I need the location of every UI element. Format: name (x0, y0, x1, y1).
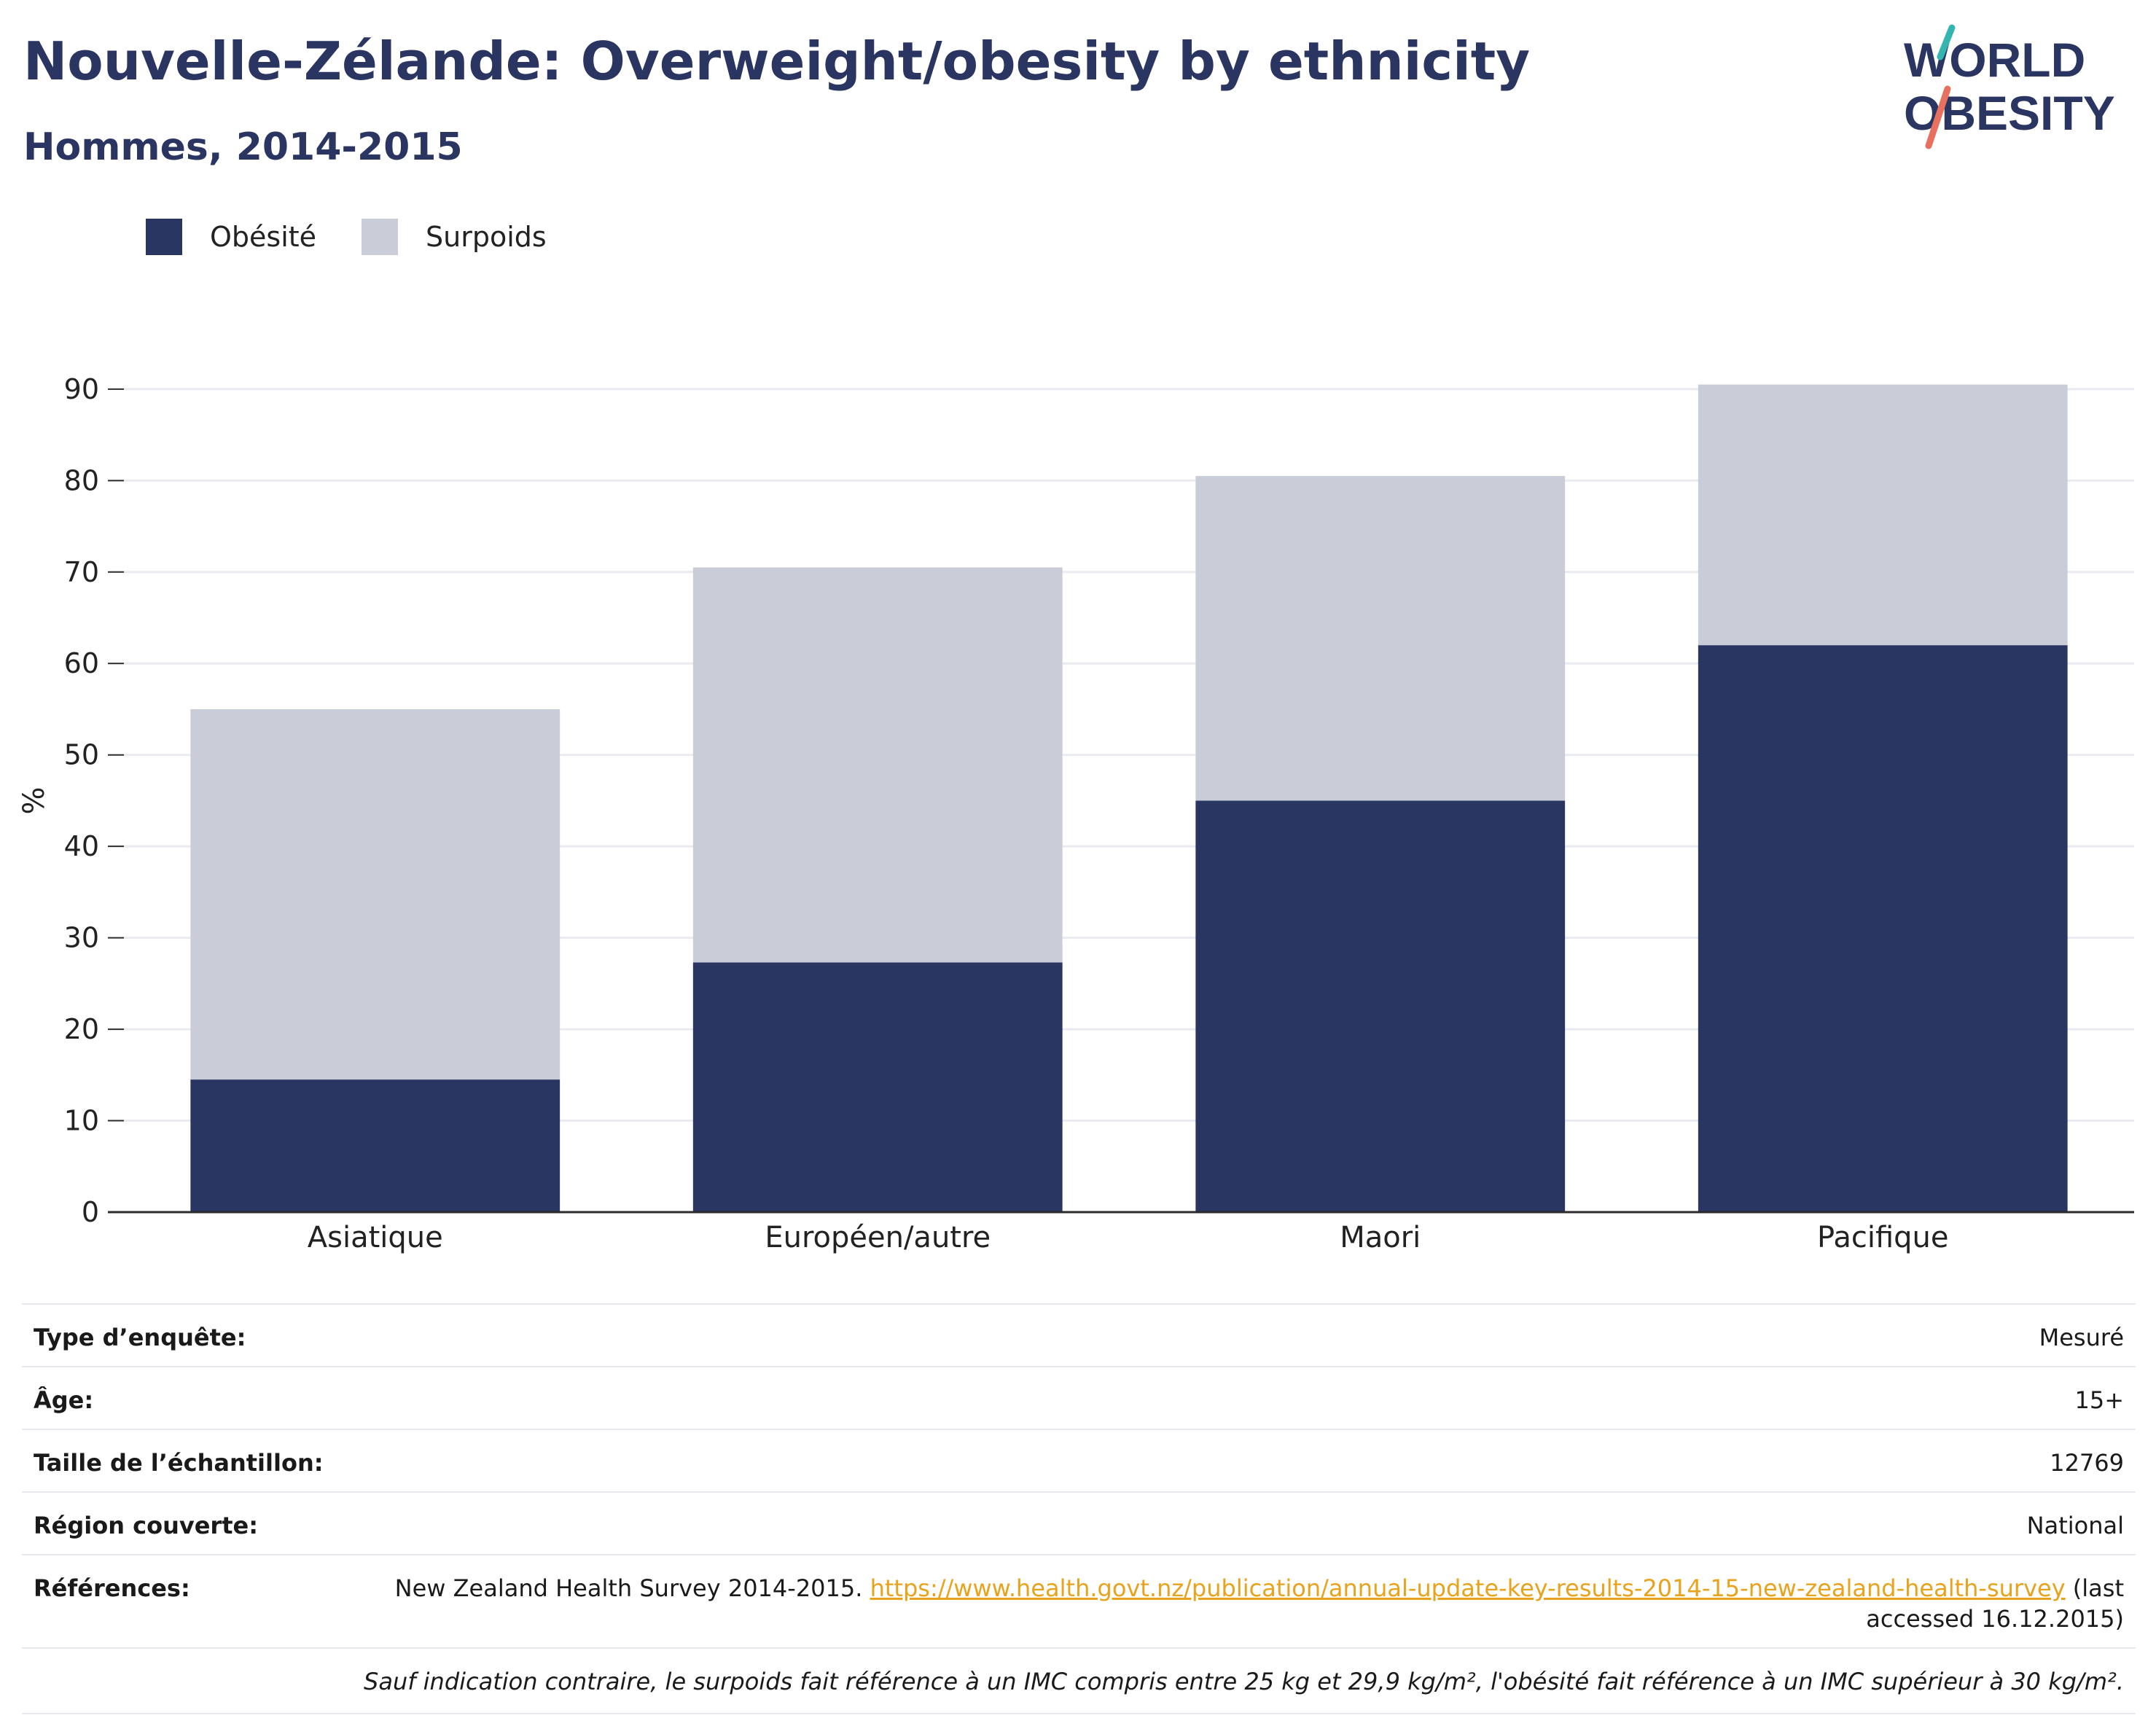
info-value: 15+ (2074, 1386, 2124, 1414)
references-suffix: (last accessed 16.12.2015) (1866, 1574, 2124, 1633)
y-tick-label: 50 (64, 739, 99, 771)
y-tick-label: 90 (64, 373, 99, 405)
info-row-sample-size: Taille de l’échantillon: 12769 (22, 1429, 2136, 1491)
bar-obesity (190, 1079, 561, 1212)
legend-item-obesity[interactable]: Obésité (146, 219, 316, 255)
y-tick-label: 60 (64, 647, 99, 679)
info-row-region: Région couverte: National (22, 1491, 2136, 1554)
info-row-references: Références: New Zealand Health Survey 20… (22, 1554, 2136, 1647)
y-tick-label: 70 (64, 556, 99, 588)
y-tick-label: 80 (64, 464, 99, 496)
x-tick-label: Européen/autre (765, 1221, 991, 1254)
info-label: Âge: (34, 1386, 94, 1414)
references-value: New Zealand Health Survey 2014-2015. htt… (375, 1573, 2124, 1634)
info-row-age: Âge: 15+ (22, 1366, 2136, 1429)
footnote: Sauf indication contraire, le surpoids f… (22, 1647, 2136, 1714)
info-value: 12769 (2050, 1449, 2124, 1477)
y-tick-label: 20 (64, 1013, 99, 1045)
info-table: Type d’enquête: Mesuré Âge: 15+ Taille d… (22, 1303, 2136, 1714)
references-link[interactable]: https://www.health.govt.nz/publication/a… (870, 1574, 2066, 1602)
chart-subtitle: Hommes, 2014-2015 (23, 125, 463, 169)
info-value: National (2026, 1512, 2124, 1539)
legend-label-overweight: Surpoids (426, 221, 547, 253)
legend: Obésité Surpoids (146, 219, 592, 255)
info-row-survey-type: Type d’enquête: Mesuré (22, 1303, 2136, 1366)
x-tick-label: Asiatique (308, 1221, 443, 1254)
bar-overweight (692, 567, 1063, 963)
bar-overweight (190, 708, 561, 1080)
y-tick-label: 40 (64, 830, 99, 862)
logo-line1: WORLD (1904, 33, 2085, 87)
logo-teal-stroke (1937, 24, 1956, 60)
bar-obesity (1698, 645, 2068, 1212)
info-label: Type d’enquête: (34, 1324, 246, 1351)
y-tick-label: 30 (64, 922, 99, 954)
references-text: New Zealand Health Survey 2014-2015. (394, 1574, 870, 1602)
x-tick-label: Pacifique (1817, 1221, 1949, 1254)
legend-swatch-obesity (146, 219, 182, 255)
legend-swatch-overweight (362, 219, 399, 255)
logo-coral-stroke (1925, 85, 1951, 149)
bar-overweight (1195, 476, 1566, 801)
info-label: Références: (34, 1574, 190, 1602)
y-tick-label: 0 (82, 1196, 99, 1228)
y-axis-label: % (17, 786, 51, 814)
info-value: Mesuré (2039, 1324, 2124, 1351)
legend-label-obesity: Obésité (210, 221, 317, 253)
info-label: Région couverte: (34, 1512, 258, 1539)
world-obesity-logo: WORLD OBESITY (1904, 24, 2115, 149)
bar-obesity (1195, 800, 1566, 1212)
info-label: Taille de l’échantillon: (34, 1449, 324, 1477)
x-tick-label: Maori (1340, 1221, 1421, 1254)
chart-title: Nouvelle-Zélande: Overweight/obesity by … (23, 31, 1531, 92)
bar-chart: 0 10 20 30 40 50 60 70 80 90% Asiatique Européen/au… (17, 373, 2134, 1254)
bar-obesity (692, 962, 1063, 1212)
legend-item-overweight[interactable]: Surpoids (362, 219, 547, 255)
bar-overweight (1698, 384, 2068, 646)
y-tick-label: 10 (64, 1105, 99, 1137)
